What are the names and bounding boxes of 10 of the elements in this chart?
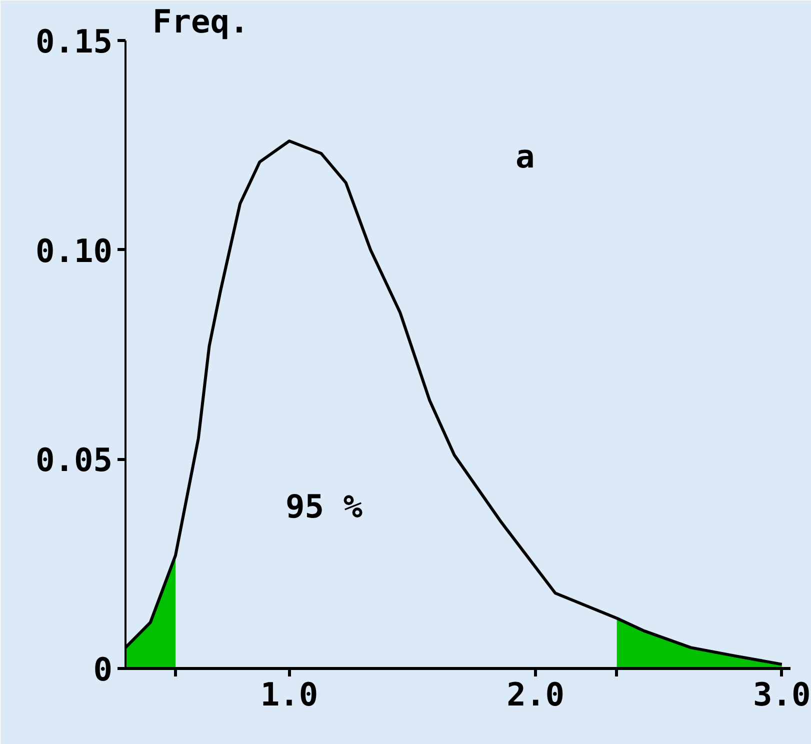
y-tick-label: 0.10 — [35, 232, 112, 270]
annotation: a — [516, 138, 535, 176]
y-tick-label: 0.05 — [35, 441, 112, 480]
x-tick-label: 1.0 — [260, 676, 318, 714]
x-tick-label: 2.0 — [506, 676, 564, 714]
x-tick-label: 3.0 — [752, 676, 811, 714]
y-axis-title: Freq. — [152, 2, 249, 40]
y-tick-label: 0 — [93, 650, 112, 688]
annotation: 95 % — [286, 488, 364, 526]
y-tick-label: 0.15 — [35, 22, 112, 60]
